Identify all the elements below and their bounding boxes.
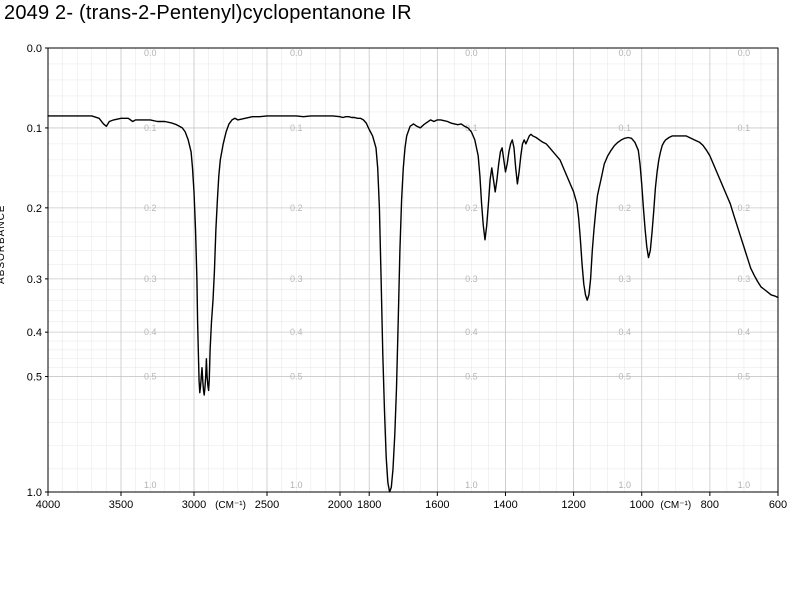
svg-text:1.0: 1.0	[27, 487, 42, 499]
svg-text:0.2: 0.2	[290, 203, 303, 213]
svg-text:0.1: 0.1	[144, 123, 157, 133]
svg-text:0.0: 0.0	[618, 48, 631, 58]
svg-text:4000: 4000	[36, 499, 60, 511]
svg-text:1000: 1000	[629, 499, 653, 511]
svg-text:0.2: 0.2	[465, 203, 478, 213]
svg-text:0.1: 0.1	[27, 123, 42, 135]
svg-text:3500: 3500	[109, 499, 133, 511]
svg-text:1600: 1600	[425, 499, 449, 511]
svg-text:0.4: 0.4	[144, 327, 157, 337]
svg-text:0.0: 0.0	[27, 43, 42, 55]
y-axis-label: ABSORBANCE	[0, 205, 7, 284]
svg-text:0.3: 0.3	[618, 274, 631, 284]
svg-text:1.0: 1.0	[465, 480, 478, 490]
svg-text:(CM⁻¹): (CM⁻¹)	[660, 500, 691, 511]
svg-text:0.0: 0.0	[738, 48, 751, 58]
svg-text:3000: 3000	[182, 499, 206, 511]
svg-text:0.2: 0.2	[27, 203, 42, 215]
svg-text:600: 600	[769, 499, 787, 511]
svg-text:0.1: 0.1	[618, 123, 631, 133]
svg-text:0.5: 0.5	[27, 372, 42, 384]
svg-text:1.0: 1.0	[618, 480, 631, 490]
plot-container: ABSORBANCE 0.00.10.20.30.40.51.040003500…	[0, 24, 800, 544]
svg-text:0.3: 0.3	[290, 274, 303, 284]
svg-text:1.0: 1.0	[144, 480, 157, 490]
svg-text:800: 800	[701, 499, 719, 511]
svg-text:(CM⁻¹): (CM⁻¹)	[215, 500, 246, 511]
svg-text:1.0: 1.0	[738, 480, 751, 490]
svg-text:0.3: 0.3	[738, 274, 751, 284]
svg-text:0.5: 0.5	[738, 372, 751, 382]
page-title: 2049 2- (trans-2-Pentenyl)cyclopentanone…	[4, 2, 412, 25]
svg-text:0.5: 0.5	[290, 372, 303, 382]
svg-text:2500: 2500	[255, 499, 279, 511]
svg-text:1.0: 1.0	[290, 480, 303, 490]
ir-spectrum-page: 2049 2- (trans-2-Pentenyl)cyclopentanone…	[0, 0, 800, 613]
svg-text:0.4: 0.4	[290, 327, 303, 337]
svg-text:0.0: 0.0	[290, 48, 303, 58]
svg-text:1400: 1400	[493, 499, 517, 511]
svg-text:0.3: 0.3	[465, 274, 478, 284]
svg-text:0.5: 0.5	[144, 372, 157, 382]
svg-text:0.2: 0.2	[618, 203, 631, 213]
svg-text:0.2: 0.2	[144, 203, 157, 213]
svg-text:1200: 1200	[561, 499, 585, 511]
svg-text:0.1: 0.1	[738, 123, 751, 133]
svg-text:0.3: 0.3	[144, 274, 157, 284]
svg-text:0.5: 0.5	[618, 372, 631, 382]
svg-text:0.0: 0.0	[465, 48, 478, 58]
svg-text:0.1: 0.1	[290, 123, 303, 133]
svg-text:0.2: 0.2	[738, 203, 751, 213]
svg-text:0.5: 0.5	[465, 372, 478, 382]
svg-text:0.4: 0.4	[738, 327, 751, 337]
svg-text:0.4: 0.4	[27, 327, 42, 339]
svg-text:0.4: 0.4	[465, 327, 478, 337]
svg-text:0.3: 0.3	[27, 274, 42, 286]
svg-text:1800: 1800	[357, 499, 381, 511]
svg-text:0.4: 0.4	[618, 327, 631, 337]
svg-text:0.0: 0.0	[144, 48, 157, 58]
svg-text:2000: 2000	[328, 499, 352, 511]
ir-spectrum-chart: 0.00.10.20.30.40.51.04000350030002500200…	[0, 24, 800, 544]
